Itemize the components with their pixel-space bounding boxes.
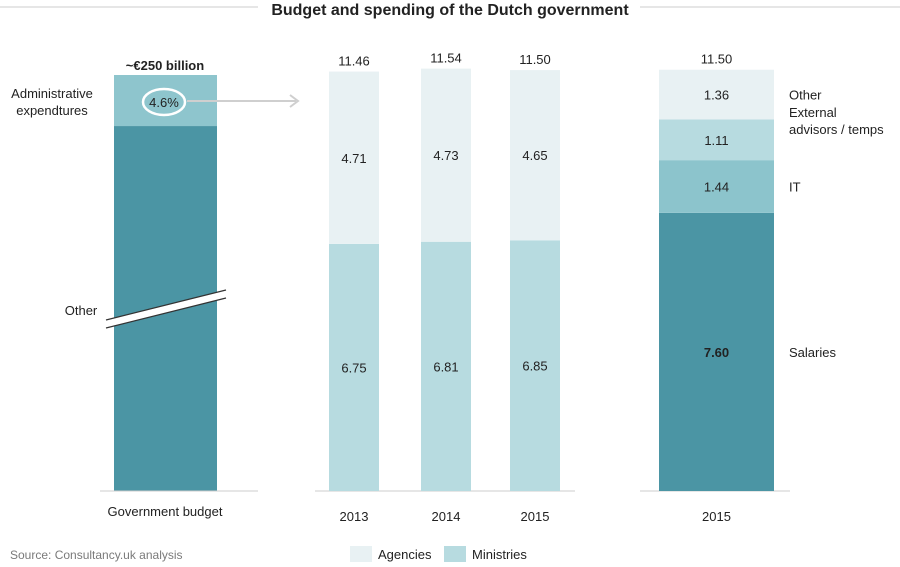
axis-break-line-bottom: [105, 297, 227, 329]
bar-agencies-2015: [510, 70, 560, 241]
legend-label-agencies: Agencies: [378, 547, 432, 562]
label-total-2014: 11.54: [430, 51, 462, 66]
bar-2015-other: [659, 69, 774, 120]
breakdown-bars: 7.60 Salaries 1.44 IT 1.11 External advisors /…: [659, 52, 884, 524]
bar-2015-external-advisors-temps: [659, 119, 774, 161]
xtick-breakdown-2015: 2015: [702, 509, 731, 524]
value-2015-other: 1.36: [704, 88, 729, 103]
label-agencies-2015: 4.65: [522, 148, 547, 163]
connector-arrowhead: [289, 94, 300, 108]
legend-swatch-ministries: [444, 546, 466, 562]
legend-swatch-agencies: [350, 546, 372, 562]
label-total-2015: 11.50: [519, 52, 551, 67]
category-2015-external-advisors-temps: External advisors / temps: [789, 105, 884, 137]
budget-category-label: Government budget: [108, 504, 223, 519]
axis-break: [106, 290, 226, 328]
bar-2015-salaries: [659, 212, 774, 491]
value-2015-external-advisors-temps: 1.11: [704, 133, 728, 148]
yearly-bars: 6.75 4.71 11.46 2013 6.81 4.73 11.54 2014 6.85 4.…: [329, 51, 560, 524]
label-ministries-2013: 6.75: [341, 360, 366, 375]
value-2015-salaries: 7.60: [704, 345, 729, 360]
label-agencies-2014: 4.73: [433, 148, 458, 163]
bar-2015-it: [659, 160, 774, 213]
label-ministries-2014: 6.81: [433, 359, 458, 374]
axis-break-line-top: [105, 289, 227, 321]
category-2015-it: IT: [789, 179, 801, 194]
source-note: Source: Consultancy.uk analysis: [10, 548, 183, 562]
budget-other-label: Other: [65, 303, 98, 318]
legend-label-ministries: Ministries: [472, 547, 527, 562]
label-ministries-2015: 6.85: [522, 359, 547, 374]
budget-admin-label: Administrative expendtures: [11, 86, 93, 118]
bar-agencies-2013: [329, 71, 379, 244]
xtick-2013: 2013: [340, 509, 369, 524]
label-agencies-2013: 4.71: [341, 151, 366, 166]
label-total-2013: 11.46: [338, 54, 370, 69]
category-2015-salaries: Salaries: [789, 345, 836, 360]
bar-ministries-2014: [421, 241, 471, 491]
xtick-2015: 2015: [521, 509, 550, 524]
bar-agencies-2014: [421, 68, 471, 242]
admin-share-label: 4.6%: [149, 95, 179, 110]
xtick-2014: 2014: [432, 509, 461, 524]
bar-ministries-2015: [510, 240, 560, 491]
category-2015-other: Other: [789, 88, 822, 103]
chart-title: Budget and spending of the Dutch governm…: [271, 2, 629, 19]
label-total-breakdown-2015: 11.50: [701, 52, 733, 67]
admin-share-highlight: [141, 87, 187, 117]
value-2015-it: 1.44: [704, 179, 729, 194]
budget-total-label: ~€250 billion: [126, 58, 204, 73]
bar-ministries-2013: [329, 243, 379, 491]
